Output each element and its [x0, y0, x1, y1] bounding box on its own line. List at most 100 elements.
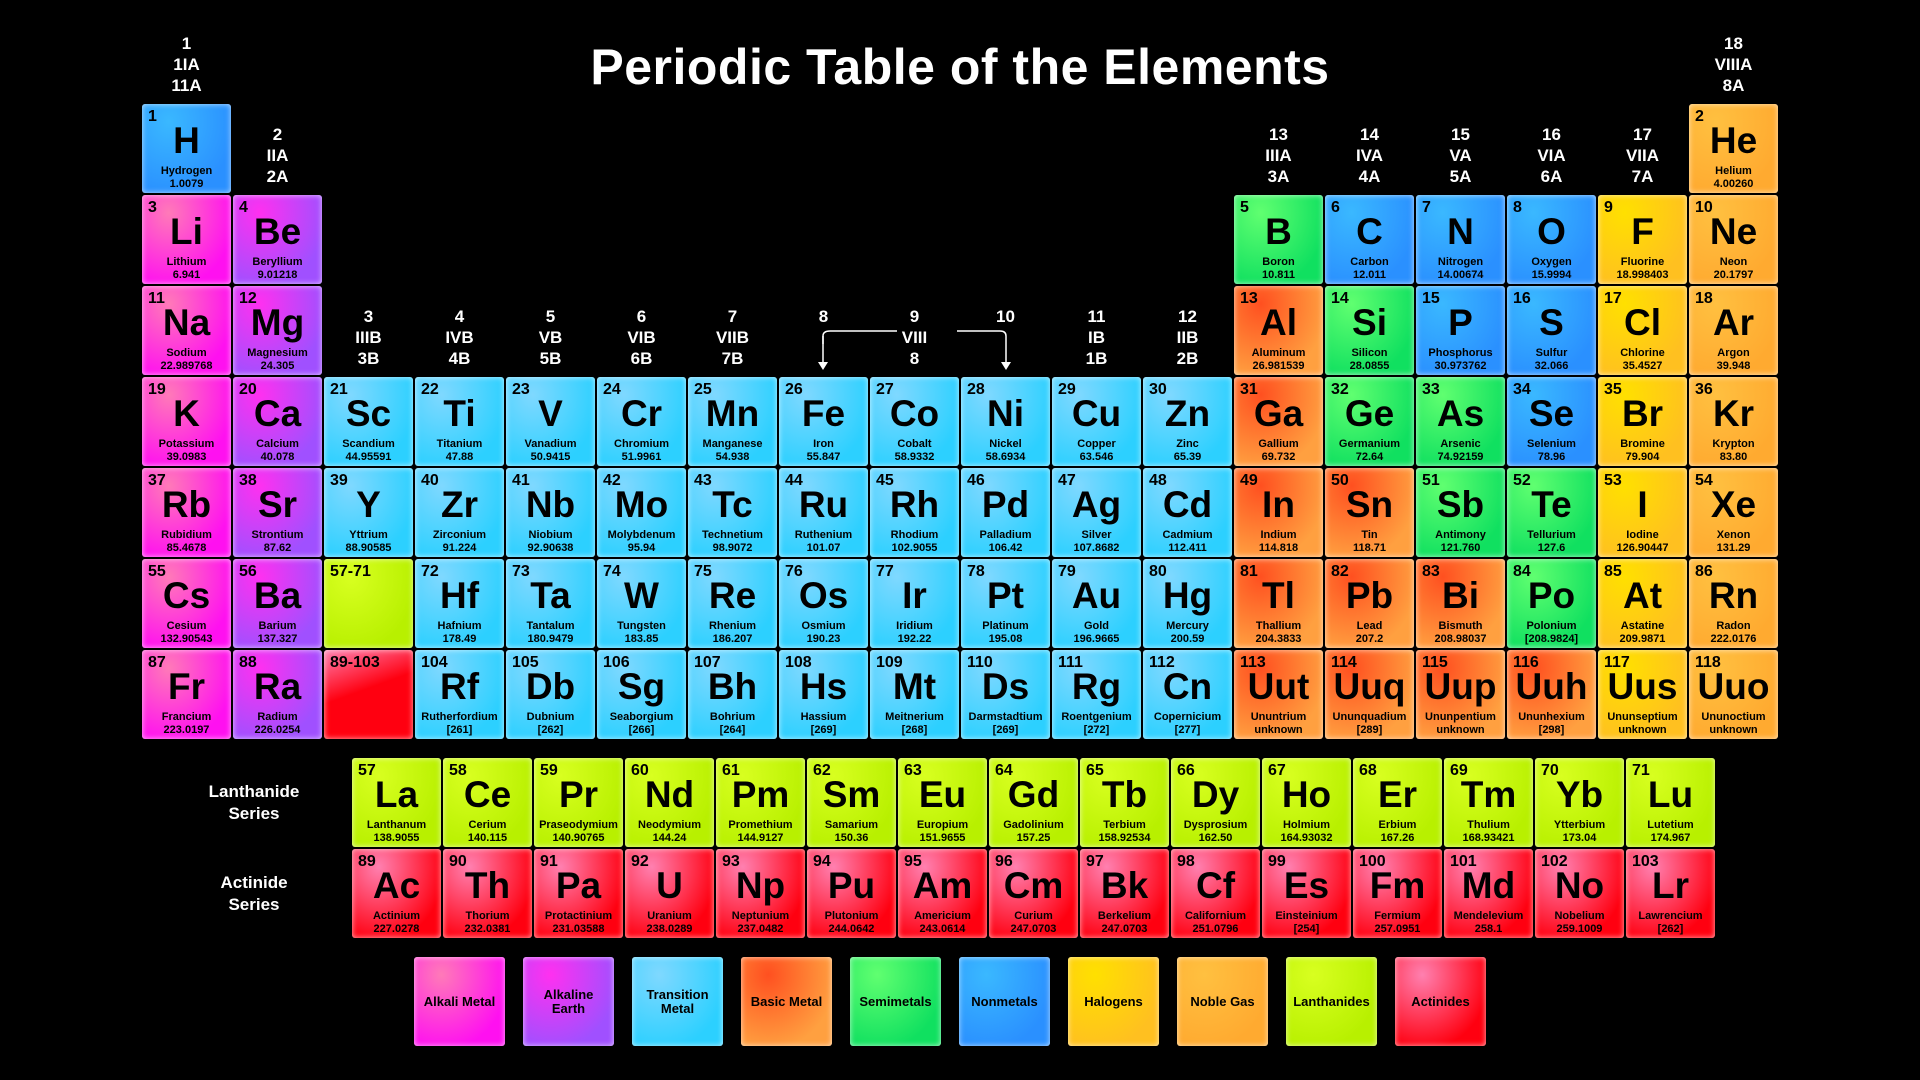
element-cell-sg[interactable]: 106 Sg Seaborgium [266]: [597, 650, 686, 739]
element-cell-mn[interactable]: 25 Mn Manganese 54.938: [688, 377, 777, 466]
element-cell-fm[interactable]: 100 Fm Fermium 257.0951: [1353, 849, 1442, 938]
element-cell-po[interactable]: 84 Po Polonium [208.9824]: [1507, 559, 1596, 648]
element-cell-pb[interactable]: 82 Pb Lead 207.2: [1325, 559, 1414, 648]
element-cell-re[interactable]: 75 Re Rhenium 186.207: [688, 559, 777, 648]
element-cell-au[interactable]: 79 Au Gold 196.9665: [1052, 559, 1141, 648]
element-cell-sm[interactable]: 62 Sm Samarium 150.36: [807, 758, 896, 847]
element-cell-p[interactable]: 15 P Phosphorus 30.973762: [1416, 286, 1505, 375]
element-cell-ne[interactable]: 10 Ne Neon 20.1797: [1689, 195, 1778, 284]
element-cell-ti[interactable]: 22 Ti Titanium 47.88: [415, 377, 504, 466]
element-cell-na[interactable]: 11 Na Sodium 22.989768: [142, 286, 231, 375]
element-cell-h[interactable]: 1 H Hydrogen 1.0079: [142, 104, 231, 193]
element-cell-hs[interactable]: 108 Hs Hassium [269]: [779, 650, 868, 739]
element-cell-k[interactable]: 19 K Potassium 39.0983: [142, 377, 231, 466]
element-cell-hg[interactable]: 80 Hg Mercury 200.59: [1143, 559, 1232, 648]
element-cell-uuo[interactable]: 118 Uuo Ununoctium unknown: [1689, 650, 1778, 739]
element-cell-kr[interactable]: 36 Kr Krypton 83.80: [1689, 377, 1778, 466]
element-cell-te[interactable]: 52 Te Tellurium 127.6: [1507, 468, 1596, 557]
element-cell-rf[interactable]: 104 Rf Rutherfordium [261]: [415, 650, 504, 739]
element-cell-db[interactable]: 105 Db Dubnium [262]: [506, 650, 595, 739]
element-cell-lu[interactable]: 71 Lu Lutetium 174.967: [1626, 758, 1715, 847]
element-cell-nb[interactable]: 41 Nb Niobium 92.90638: [506, 468, 595, 557]
element-cell-la[interactable]: 57 La Lanthanum 138.9055: [352, 758, 441, 847]
element-cell-o[interactable]: 8 O Oxygen 15.9994: [1507, 195, 1596, 284]
element-cell-ag[interactable]: 47 Ag Silver 107.8682: [1052, 468, 1141, 557]
element-cell-uut[interactable]: 113 Uut Ununtrium unknown: [1234, 650, 1323, 739]
element-cell-rh[interactable]: 45 Rh Rhodium 102.9055: [870, 468, 959, 557]
element-cell-np[interactable]: 93 Np Neptunium 237.0482: [716, 849, 805, 938]
element-cell-yb[interactable]: 70 Yb Ytterbium 173.04: [1535, 758, 1624, 847]
element-cell-am[interactable]: 95 Am Americium 243.0614: [898, 849, 987, 938]
element-cell-os[interactable]: 76 Os Osmium 190.23: [779, 559, 868, 648]
element-cell-ca[interactable]: 20 Ca Calcium 40.078: [233, 377, 322, 466]
element-cell-ta[interactable]: 73 Ta Tantalum 180.9479: [506, 559, 595, 648]
element-cell-s[interactable]: 16 S Sulfur 32.066: [1507, 286, 1596, 375]
element-cell-sc[interactable]: 21 Sc Scandium 44.95591: [324, 377, 413, 466]
element-cell-pm[interactable]: 61 Pm Promethium 144.9127: [716, 758, 805, 847]
element-cell-pa[interactable]: 91 Pa Protactinium 231.03588: [534, 849, 623, 938]
element-cell-57-71[interactable]: 57-71: [324, 559, 413, 648]
element-cell-th[interactable]: 90 Th Thorium 232.0381: [443, 849, 532, 938]
element-cell-y[interactable]: 39 Y Yttrium 88.90585: [324, 468, 413, 557]
element-cell-cs[interactable]: 55 Cs Cesium 132.90543: [142, 559, 231, 648]
element-cell-ho[interactable]: 67 Ho Holmium 164.93032: [1262, 758, 1351, 847]
element-cell-hf[interactable]: 72 Hf Hafnium 178.49: [415, 559, 504, 648]
element-cell-uuh[interactable]: 116 Uuh Ununhexium [298]: [1507, 650, 1596, 739]
element-cell-eu[interactable]: 63 Eu Europium 151.9655: [898, 758, 987, 847]
element-cell-es[interactable]: 99 Es Einsteinium [254]: [1262, 849, 1351, 938]
element-cell-tm[interactable]: 69 Tm Thulium 168.93421: [1444, 758, 1533, 847]
element-cell-zr[interactable]: 40 Zr Zirconium 91.224: [415, 468, 504, 557]
element-cell-cr[interactable]: 24 Cr Chromium 51.9961: [597, 377, 686, 466]
element-cell-ce[interactable]: 58 Ce Cerium 140.115: [443, 758, 532, 847]
element-cell-cd[interactable]: 48 Cd Cadmium 112.411: [1143, 468, 1232, 557]
element-cell-lr[interactable]: 103 Lr Lawrencium [262]: [1626, 849, 1715, 938]
element-cell-tl[interactable]: 81 Tl Thallium 204.3833: [1234, 559, 1323, 648]
element-cell-n[interactable]: 7 N Nitrogen 14.00674: [1416, 195, 1505, 284]
element-cell-no[interactable]: 102 No Nobelium 259.1009: [1535, 849, 1624, 938]
element-cell-gd[interactable]: 64 Gd Gadolinium 157.25: [989, 758, 1078, 847]
element-cell-zn[interactable]: 30 Zn Zinc 65.39: [1143, 377, 1232, 466]
element-cell-cn[interactable]: 112 Cn Copernicium [277]: [1143, 650, 1232, 739]
element-cell-in[interactable]: 49 In Indium 114.818: [1234, 468, 1323, 557]
element-cell-cm[interactable]: 96 Cm Curium 247.0703: [989, 849, 1078, 938]
element-cell-be[interactable]: 4 Be Beryllium 9.01218: [233, 195, 322, 284]
element-cell-89-103[interactable]: 89-103: [324, 650, 413, 739]
element-cell-uus[interactable]: 117 Uus Ununseptium unknown: [1598, 650, 1687, 739]
element-cell-bi[interactable]: 83 Bi Bismuth 208.98037: [1416, 559, 1505, 648]
element-cell-ra[interactable]: 88 Ra Radium 226.0254: [233, 650, 322, 739]
element-cell-c[interactable]: 6 C Carbon 12.011: [1325, 195, 1414, 284]
element-cell-pu[interactable]: 94 Pu Plutonium 244.0642: [807, 849, 896, 938]
element-cell-fe[interactable]: 26 Fe Iron 55.847: [779, 377, 868, 466]
element-cell-rn[interactable]: 86 Rn Radon 222.0176: [1689, 559, 1778, 648]
element-cell-si[interactable]: 14 Si Silicon 28.0855: [1325, 286, 1414, 375]
element-cell-cu[interactable]: 29 Cu Copper 63.546: [1052, 377, 1141, 466]
element-cell-uup[interactable]: 115 Uup Ununpentium unknown: [1416, 650, 1505, 739]
element-cell-rg[interactable]: 111 Rg Roentgenium [272]: [1052, 650, 1141, 739]
element-cell-br[interactable]: 35 Br Bromine 79.904: [1598, 377, 1687, 466]
element-cell-i[interactable]: 53 I Iodine 126.90447: [1598, 468, 1687, 557]
element-cell-as[interactable]: 33 As Arsenic 74.92159: [1416, 377, 1505, 466]
element-cell-cf[interactable]: 98 Cf Californium 251.0796: [1171, 849, 1260, 938]
element-cell-se[interactable]: 34 Se Selenium 78.96: [1507, 377, 1596, 466]
element-cell-bk[interactable]: 97 Bk Berkelium 247.0703: [1080, 849, 1169, 938]
element-cell-al[interactable]: 13 Al Aluminum 26.981539: [1234, 286, 1323, 375]
element-cell-u[interactable]: 92 U Uranium 238.0289: [625, 849, 714, 938]
element-cell-pd[interactable]: 46 Pd Palladium 106.42: [961, 468, 1050, 557]
element-cell-uuq[interactable]: 114 Uuq Ununquadium [289]: [1325, 650, 1414, 739]
element-cell-ga[interactable]: 31 Ga Gallium 69.732: [1234, 377, 1323, 466]
element-cell-ir[interactable]: 77 Ir Iridium 192.22: [870, 559, 959, 648]
element-cell-sb[interactable]: 51 Sb Antimony 121.760: [1416, 468, 1505, 557]
element-cell-bh[interactable]: 107 Bh Bohrium [264]: [688, 650, 777, 739]
element-cell-ba[interactable]: 56 Ba Barium 137.327: [233, 559, 322, 648]
element-cell-at[interactable]: 85 At Astatine 209.9871: [1598, 559, 1687, 648]
element-cell-ru[interactable]: 44 Ru Ruthenium 101.07: [779, 468, 868, 557]
element-cell-li[interactable]: 3 Li Lithium 6.941: [142, 195, 231, 284]
element-cell-cl[interactable]: 17 Cl Chlorine 35.4527: [1598, 286, 1687, 375]
element-cell-tc[interactable]: 43 Tc Technetium 98.9072: [688, 468, 777, 557]
element-cell-co[interactable]: 27 Co Cobalt 58.9332: [870, 377, 959, 466]
element-cell-pr[interactable]: 59 Pr Praseodymium 140.90765: [534, 758, 623, 847]
element-cell-dy[interactable]: 66 Dy Dysprosium 162.50: [1171, 758, 1260, 847]
element-cell-he[interactable]: 2 He Helium 4.00260: [1689, 104, 1778, 193]
element-cell-fr[interactable]: 87 Fr Francium 223.0197: [142, 650, 231, 739]
element-cell-w[interactable]: 74 W Tungsten 183.85: [597, 559, 686, 648]
